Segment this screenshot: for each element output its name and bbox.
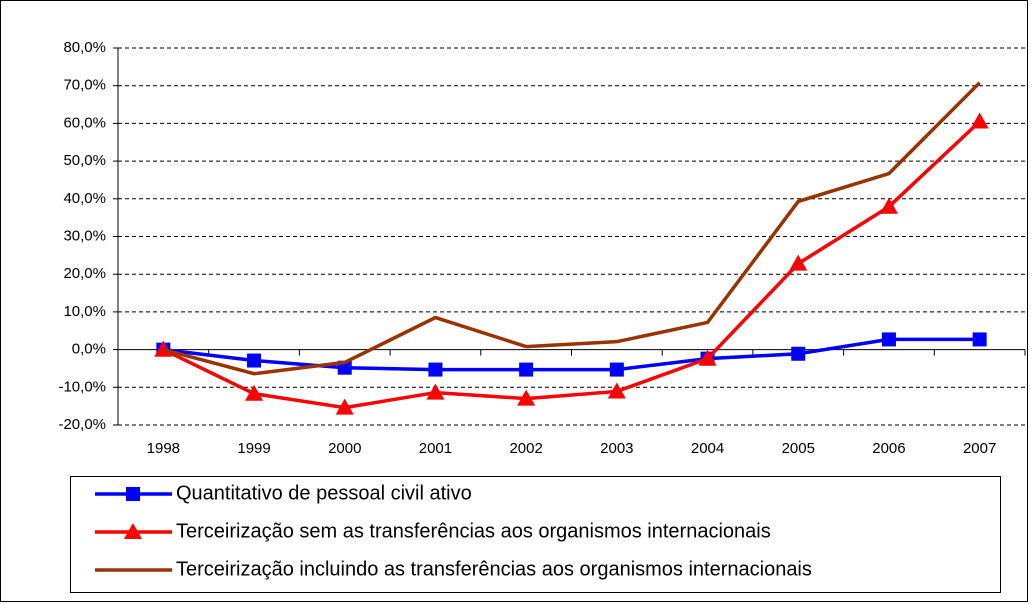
y-tick-label: 10,0% [63, 303, 106, 320]
x-tick-label: 2006 [872, 440, 905, 457]
marker [335, 398, 354, 415]
marker [247, 353, 262, 368]
marker [879, 197, 898, 214]
x-tick-label: 1998 [147, 440, 180, 457]
legend-label: Terceirização incluindo as transferência… [176, 558, 812, 580]
y-tick-label: 0,0% [72, 341, 106, 358]
marker [609, 362, 624, 377]
legend-box [70, 476, 1001, 593]
x-tick-label: 2003 [600, 440, 633, 457]
series-line [163, 337, 980, 372]
y-tick-label: 20,0% [63, 265, 106, 282]
legend-label: Terceirização sem as transferências aos … [176, 520, 771, 542]
y-tick-label: 40,0% [63, 190, 106, 207]
series-line [162, 81, 981, 376]
y-tick-label: 80,0% [63, 39, 106, 56]
x-tick-label: 2000 [328, 440, 361, 457]
marker [972, 332, 987, 347]
marker [426, 383, 445, 400]
y-tick-label: 70,0% [63, 77, 106, 94]
marker [519, 362, 534, 377]
marker [124, 523, 142, 539]
marker [517, 389, 536, 406]
marker [881, 332, 896, 347]
marker [698, 349, 717, 366]
y-tick-label: -10,0% [58, 378, 106, 395]
x-tick-label: 2005 [782, 440, 815, 457]
x-tick-label: 2007 [963, 440, 996, 457]
x-tick-label: 2001 [419, 440, 452, 457]
marker [428, 362, 443, 377]
marker [970, 112, 989, 129]
x-tick-label: 1999 [237, 440, 270, 457]
series-line [162, 120, 981, 410]
marker [791, 346, 806, 361]
marker [245, 384, 264, 401]
marker [789, 254, 808, 271]
y-tick-label: -20,0% [58, 416, 106, 433]
y-tick-label: 60,0% [63, 114, 106, 131]
marker [607, 382, 626, 399]
x-tick-label: 2002 [509, 440, 542, 457]
legend-label: Quantitativo de pessoal civil ativo [176, 482, 472, 504]
y-tick-label: 30,0% [63, 227, 106, 244]
x-tick-label: 2004 [691, 440, 724, 457]
marker [126, 487, 140, 501]
y-tick-label: 50,0% [63, 152, 106, 169]
